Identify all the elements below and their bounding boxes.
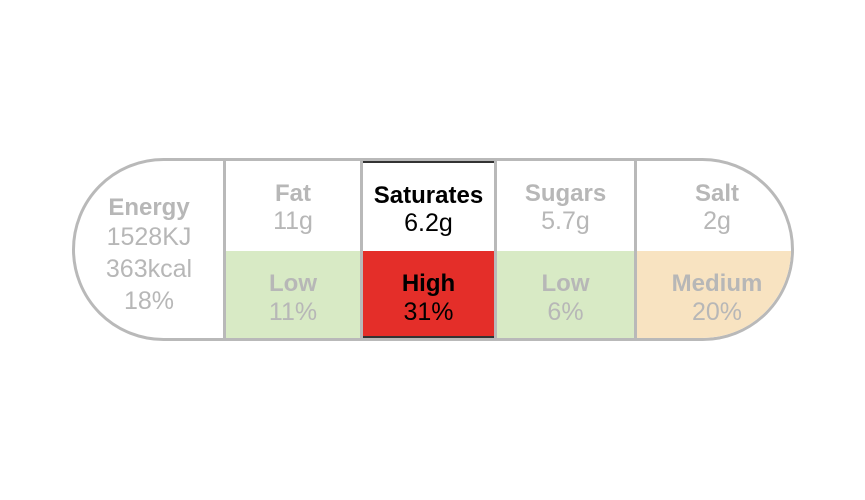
salt-level-box: Medium 20% [637,251,791,338]
saturates-header: Saturates 6.2g [363,161,494,253]
salt-level: Medium [671,270,763,297]
sugars-amount: 5.7g [541,207,590,235]
sugars-column: Sugars 5.7g Low 6% [497,161,634,338]
salt-title: Salt [694,180,739,207]
saturates-amount: 6.2g [404,209,453,237]
saturates-ri: 31% [403,298,454,326]
energy-kj: 1528KJ [106,223,192,251]
sugars-level: Low [541,270,590,297]
salt-ri: 20% [691,298,743,326]
fat-level: Low [269,270,317,297]
fat-ri: 11% [268,298,318,326]
fat-column: Fat 11g Low 11% [223,161,360,338]
sugars-ri: 6% [547,298,584,326]
nutrition-label: Energy 1528KJ 363kcal 18% Fat 11g Low 11… [72,158,794,341]
fat-amount: 11g [273,207,313,235]
salt-header: Salt 2g [637,161,791,251]
salt-column: Salt 2g Medium 20% [634,161,791,338]
fat-level-box: Low 11% [226,251,360,338]
saturates-column: Saturates 6.2g High 31% [360,161,497,338]
energy-ri: 18% [123,287,175,315]
saturates-title: Saturates [373,182,484,209]
fat-header: Fat 11g [226,161,360,251]
saturates-level: High [401,270,456,297]
energy-info: Energy 1528KJ 363kcal 18% [75,195,223,317]
fat-title: Fat [275,180,311,207]
energy-kcal: 363kcal [105,255,193,283]
sugars-title: Sugars [524,180,607,207]
sugars-header: Sugars 5.7g [497,161,634,251]
salt-amount: 2g [703,207,731,235]
sugars-level-box: Low 6% [497,251,634,338]
saturates-level-box: High 31% [363,251,494,338]
energy-title: Energy [108,194,190,221]
energy-column: Energy 1528KJ 363kcal 18% [75,161,223,338]
